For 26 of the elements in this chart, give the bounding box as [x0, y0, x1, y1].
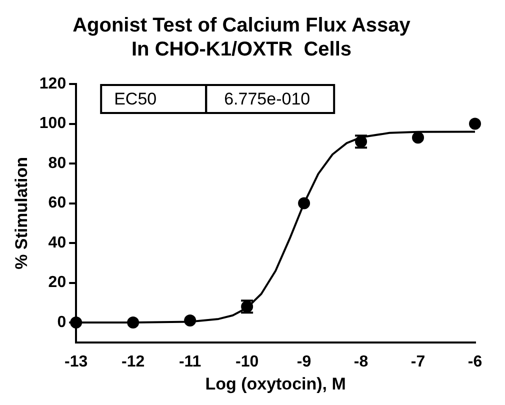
x-tick-label: -8 — [354, 353, 368, 370]
annotation: 6.775e-010 — [224, 90, 310, 109]
x-tick-label: -11 — [178, 353, 202, 370]
y-tick-label: 60 — [48, 194, 66, 212]
y-tick-label: 80 — [48, 154, 66, 172]
y-axis-title: % Stimulation — [12, 156, 31, 270]
x-tick-label: -10 — [235, 353, 259, 370]
y-tick-label: 0 — [57, 314, 66, 331]
x-tick-label: -13 — [64, 353, 88, 370]
x-tick-label: -12 — [122, 353, 145, 370]
point — [70, 316, 82, 329]
chart-title: Agonist Test of Calcium Flux Assay In CHO-K1/OXTR Cells — [72, 14, 412, 61]
y-tick-label: 120 — [39, 75, 66, 92]
point — [298, 197, 310, 210]
annotation: EC50 — [114, 90, 157, 109]
y-tick-label: 100 — [39, 115, 66, 132]
point — [412, 132, 424, 144]
x-tick-label: -7 — [410, 353, 426, 370]
x-tick-label: -6 — [468, 353, 482, 370]
point — [184, 314, 196, 327]
point — [127, 316, 140, 329]
x-axis-title: Log (oxytocin), M — [205, 374, 346, 394]
point — [469, 118, 481, 130]
x-tick-label: -9 — [296, 353, 312, 370]
y-tick-label: 20 — [48, 274, 66, 292]
y-tick-label: 40 — [48, 234, 66, 252]
